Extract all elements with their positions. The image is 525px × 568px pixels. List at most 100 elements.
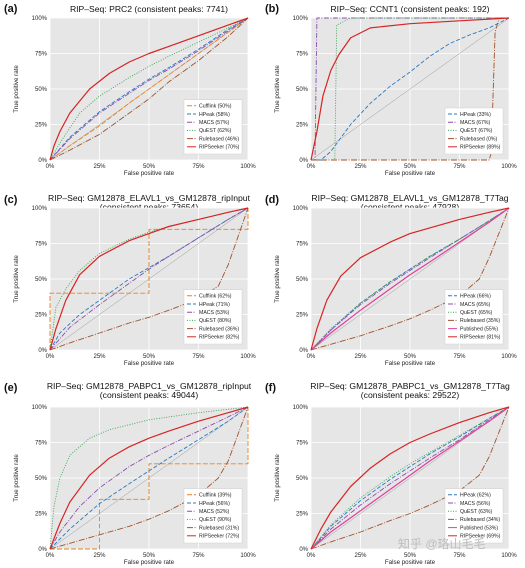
- chart-title: RIP–Seq: PRC2 (consistent peaks: 7741): [70, 4, 228, 14]
- y-tick-label: 25%: [296, 123, 309, 129]
- series-line: [310, 406, 510, 550]
- y-tick-label: 0%: [299, 547, 308, 553]
- legend-box: [444, 289, 504, 345]
- x-tick-label: 75%: [453, 164, 466, 170]
- legend-label: MACS (57%): [199, 120, 230, 126]
- x-axis-label: False positive rate: [124, 559, 175, 566]
- chart-panel-d: (d) RIP–Seq: GM12878_ELAVL1_vs_GM12878_T7…: [265, 193, 517, 367]
- series-line: [49, 406, 249, 550]
- legend: HPeak (66%) MACS (65%) QuEST (65%) Rulebase…: [444, 289, 504, 345]
- legend: Cufflink (62%) HPeak (71%) MACS (53%) QuEST…: [183, 289, 243, 345]
- chart-panel-f: (f) RIP–Seq: GM12878_PABPC1_vs_GM12878_T7…: [265, 381, 517, 566]
- series-line: [50, 407, 249, 550]
- series-line: [49, 17, 249, 161]
- watermark-text: 知乎 @珞山毛毛: [398, 537, 486, 551]
- y-axis-label: True positive rate: [13, 65, 20, 113]
- panel-letter: (a): [4, 3, 18, 15]
- chart-title: RIP–Seq: GM12878_ELAVL1_vs_GM12878_ripIn…: [48, 193, 251, 203]
- series-line: [310, 207, 510, 351]
- y-tick-label: 25%: [35, 123, 48, 129]
- chart-subtitle: (consistent peaks: 49044): [100, 390, 199, 400]
- legend-label: HPeak (58%): [199, 112, 230, 118]
- legend-label: QuEST (63%): [460, 509, 492, 515]
- legend-label: Published (53%): [460, 525, 498, 531]
- y-tick-label: 100%: [32, 206, 48, 212]
- panel-letter: (d): [265, 194, 279, 206]
- y-tick-label: 0%: [38, 158, 47, 164]
- y-axis-label: True positive rate: [274, 65, 281, 113]
- legend-label: MACS (67%): [460, 120, 491, 126]
- legend: Cufflink (39%) HPeak (56%) MACS (52%) QuEST…: [183, 488, 243, 544]
- x-axis-label: False positive rate: [385, 360, 436, 367]
- x-tick-label: 100%: [501, 354, 517, 360]
- legend-label: HPeak (56%): [199, 501, 230, 507]
- series-line: [49, 17, 249, 161]
- legend-label: Rulebased (0%): [460, 136, 497, 142]
- x-tick-label: 25%: [354, 354, 367, 360]
- y-tick-label: 100%: [32, 16, 48, 22]
- legend-label: Published (55%): [460, 326, 498, 332]
- legend-label: HPeak (66%): [460, 294, 491, 300]
- series-line: [49, 207, 249, 351]
- y-tick-label: 25%: [35, 512, 48, 518]
- panel-letter: (c): [4, 194, 18, 206]
- x-tick-label: 50%: [404, 354, 417, 360]
- chart-title: RIP–Seq: GM12878_PABPC1_vs_GM12878_ripIn…: [47, 381, 252, 391]
- series-line: [310, 207, 510, 351]
- y-axis-label: True positive rate: [274, 454, 281, 502]
- legend-box: [183, 99, 243, 155]
- chart-subtitle: (consistent peaks: 73654): [100, 202, 199, 212]
- legend-label: MACS (52%): [199, 509, 230, 515]
- series-line: [310, 406, 510, 550]
- x-tick-label: 25%: [93, 553, 106, 559]
- y-tick-label: 100%: [32, 405, 48, 411]
- chart-subtitle: (consistent peaks: 29522): [361, 390, 460, 400]
- y-tick-label: 25%: [296, 313, 309, 319]
- chart-subtitle: (consistent peaks: 47928): [361, 202, 460, 212]
- legend-label: Rulebased (34%): [460, 517, 500, 523]
- series-line: [49, 406, 249, 550]
- y-tick-label: 75%: [35, 242, 48, 248]
- x-tick-label: 25%: [93, 354, 106, 360]
- series-line: [49, 17, 249, 161]
- chart-panel-c: (c) RIP–Seq: GM12878_ELAVL1_vs_GM12878_ri…: [4, 193, 256, 367]
- series-line: [49, 207, 249, 351]
- legend-label: RIPSeeker (82%): [199, 335, 240, 341]
- legend-label: Cufflink (50%): [199, 104, 232, 110]
- x-tick-label: 50%: [404, 553, 417, 559]
- x-tick-label: 0%: [46, 354, 55, 360]
- legend-box: [444, 488, 504, 544]
- y-tick-label: 50%: [296, 476, 309, 482]
- series-line: [49, 207, 249, 351]
- y-tick-label: 50%: [296, 277, 309, 283]
- legend-label: Cufflink (39%): [199, 493, 232, 499]
- y-axis-label: True positive rate: [13, 255, 20, 303]
- legend-label: Rulebased (46%): [199, 136, 239, 142]
- series-line: [310, 406, 510, 550]
- legend-label: RIPSeeker (70%): [199, 145, 240, 151]
- legend-label: Rulebased (35%): [460, 318, 500, 324]
- y-tick-label: 75%: [296, 242, 309, 248]
- x-tick-label: 100%: [240, 354, 256, 360]
- chart-panel-a: (a) RIP–Seq: PRC2 (consistent peaks: 7741…: [4, 3, 256, 177]
- x-axis-label: False positive rate: [124, 360, 175, 367]
- x-tick-label: 100%: [240, 164, 256, 170]
- chart-title: RIP–Seq: GM12878_PABPC1_vs_GM12878_T7Tag: [310, 381, 510, 391]
- legend: HPeak (33%) MACS (67%) QuEST (67%) Rulebase…: [444, 107, 504, 155]
- y-axis-label: True positive rate: [274, 255, 281, 303]
- legend-label: Rulebased (31%): [199, 525, 239, 531]
- y-tick-label: 0%: [299, 348, 308, 354]
- series-line: [49, 208, 249, 350]
- panel-letter: (f): [265, 382, 276, 394]
- diagonal-reference: [310, 17, 510, 161]
- x-tick-label: 25%: [93, 164, 106, 170]
- y-tick-label: 0%: [38, 348, 47, 354]
- legend-label: MACS (56%): [460, 501, 491, 507]
- x-tick-label: 50%: [143, 354, 156, 360]
- series-line: [49, 17, 249, 161]
- series-line: [49, 17, 249, 161]
- legend: Cufflink (50%) HPeak (58%) MACS (57%) QuEST…: [183, 99, 243, 155]
- y-tick-label: 75%: [35, 441, 48, 447]
- x-tick-label: 100%: [501, 553, 517, 559]
